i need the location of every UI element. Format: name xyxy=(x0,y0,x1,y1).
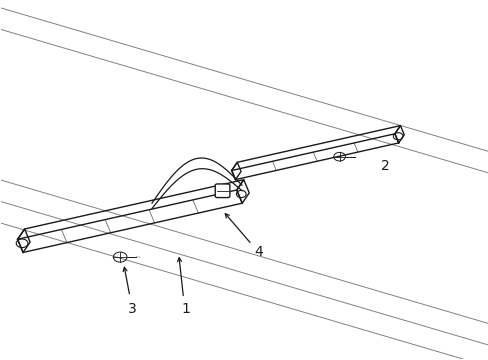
FancyBboxPatch shape xyxy=(215,184,229,198)
Text: 3: 3 xyxy=(128,302,137,316)
Text: 2: 2 xyxy=(380,159,389,173)
Text: 4: 4 xyxy=(254,245,263,259)
Text: 1: 1 xyxy=(181,302,190,316)
